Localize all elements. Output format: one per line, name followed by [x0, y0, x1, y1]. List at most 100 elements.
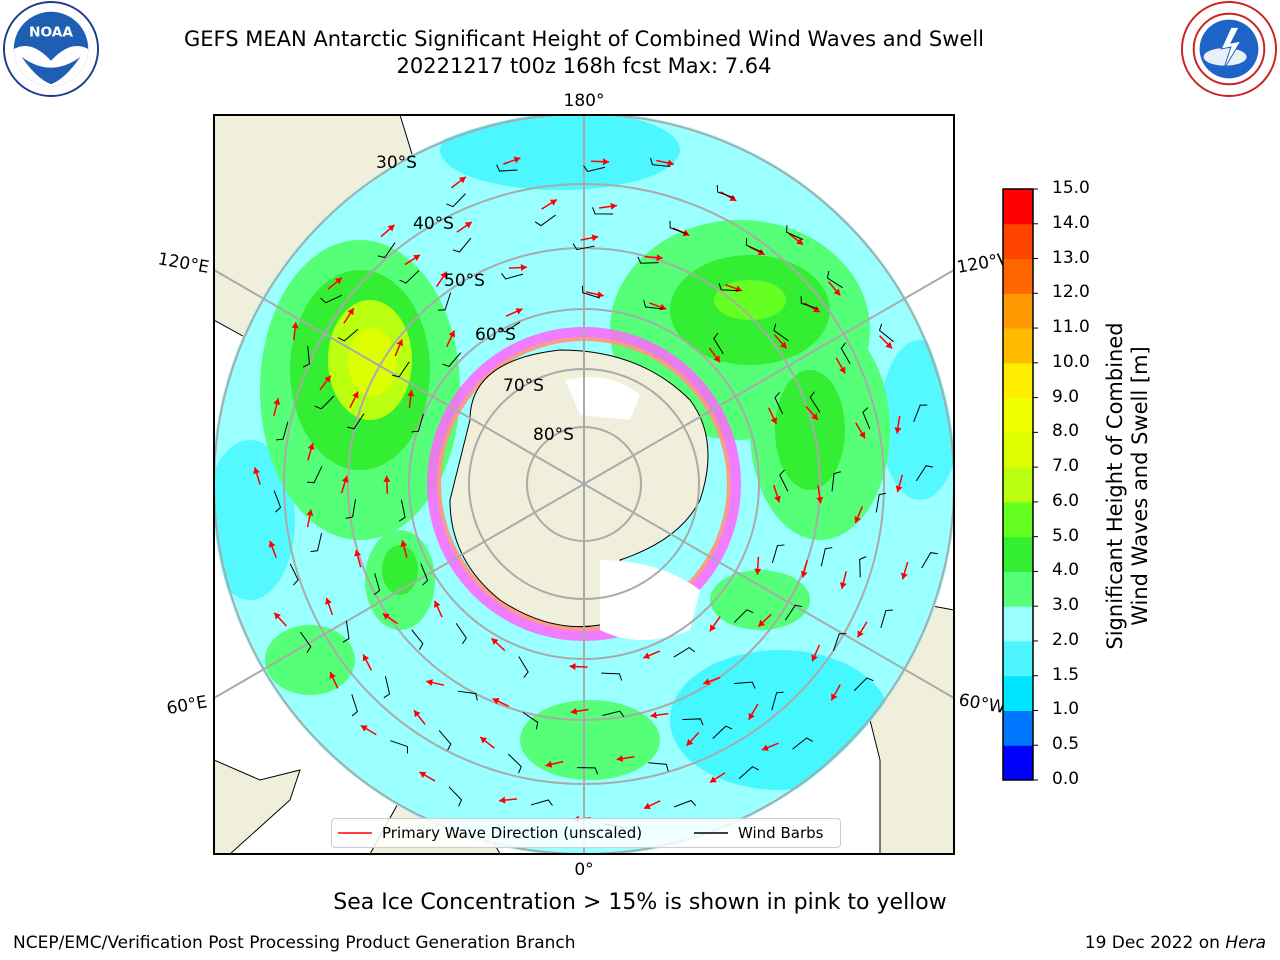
wave-arrow-head	[816, 496, 824, 504]
wind-barb	[345, 499, 357, 519]
wave-arrow-head	[796, 238, 804, 245]
colorbar-tick-label: 14.0	[1052, 212, 1090, 233]
wave-arrow-head	[831, 693, 838, 701]
wave-arrow-head	[602, 158, 610, 166]
wave-arrow-head	[682, 229, 690, 237]
wave-arrow-head	[839, 582, 847, 589]
wind-barb	[673, 647, 696, 658]
wind-barb	[534, 214, 556, 227]
weddell-ice	[600, 560, 700, 640]
wind-barb	[438, 730, 452, 751]
wind-barb	[457, 690, 478, 701]
wind-barb	[809, 391, 821, 413]
colorbar-segment	[1003, 501, 1033, 538]
chart-title: GEFS MEAN Antarctic Significant Height o…	[183, 27, 985, 51]
wind-barb	[913, 404, 928, 423]
wind-barb	[826, 271, 843, 289]
primary-wave-legend-swatch	[338, 832, 372, 834]
wind-barb	[572, 243, 595, 251]
colorbar-tick-label: 1.0	[1052, 699, 1080, 720]
wind-barb	[455, 622, 467, 645]
wave-arrow-head	[800, 570, 808, 578]
wind-barb	[800, 296, 819, 310]
wave-arrow-head	[414, 710, 421, 718]
wave-arrow-head	[329, 672, 336, 680]
wave-arrow-head	[758, 619, 766, 627]
wind-barb	[399, 270, 420, 284]
wind-barbs-legend-label: Wind Barbs	[738, 824, 824, 842]
colorbar-label-line1: Significant Height of Combined	[1103, 322, 1127, 650]
wind-barb	[669, 220, 688, 235]
wave-arrow-head	[480, 737, 488, 744]
wave-arrow-head	[748, 712, 755, 720]
wave-arrow-head	[513, 156, 521, 164]
wave-arrow-head	[667, 159, 674, 167]
wind-barb	[779, 469, 789, 492]
wind-barb	[390, 740, 409, 754]
wave-arrow-head	[656, 254, 663, 262]
wind-barb	[289, 563, 299, 586]
wind-barb	[347, 413, 365, 430]
colorbar-tick-label: 12.0	[1052, 282, 1090, 303]
wave-arrow-head	[426, 679, 433, 686]
colorbar-tick-label: 9.0	[1052, 386, 1080, 407]
colorbar-tick-label: 15.0	[1052, 178, 1090, 198]
wave-arrow-head	[545, 760, 553, 768]
colorbar-segment	[1003, 189, 1033, 225]
wind-barb	[411, 413, 424, 433]
wave-arrow-head	[616, 755, 624, 763]
wave-arrow-head	[713, 355, 721, 363]
wave-arrow-head	[440, 271, 447, 279]
wave-arrow-head	[396, 339, 404, 347]
lon-label-180: 180°	[564, 91, 605, 111]
colorbar-segment	[1003, 606, 1033, 642]
colorbar-segment	[1003, 362, 1033, 399]
wind-barb	[337, 328, 359, 342]
colorbar-tick-label: 0.0	[1052, 769, 1080, 789]
lat-label-60s: 60°S	[475, 325, 516, 345]
wave-arrow-head	[709, 624, 717, 632]
wind-barb	[411, 629, 424, 650]
wave-arrow-head	[492, 698, 500, 705]
wind-barb	[342, 620, 350, 643]
wind-barb	[438, 292, 452, 311]
wind-barb	[314, 395, 335, 410]
wave-arrow-head	[774, 495, 781, 503]
wind-barb	[448, 786, 463, 807]
wind-barb	[878, 323, 894, 343]
wind-barbs	[273, 157, 938, 835]
colorbar-segment	[1003, 745, 1033, 781]
map-legend: Primary Wave Direction (unscaled) Wind B…	[331, 818, 841, 848]
wave-arrow-head	[858, 431, 866, 439]
wind-barb	[734, 681, 756, 689]
wave-arrow-head	[383, 475, 391, 482]
wave-arrow-head	[643, 652, 651, 659]
wave-arrow-head	[400, 540, 408, 547]
colorbar-tick-label: 10.0	[1052, 351, 1090, 372]
wave-arrow-head	[491, 638, 499, 645]
lon-label-120e: 120°E	[156, 249, 210, 278]
wave-arrow-head	[857, 630, 864, 638]
wave-arrow-head	[354, 549, 361, 557]
lat-label-50s: 50°S	[444, 271, 485, 291]
wave-arrow-head	[433, 600, 441, 608]
wind-barb	[507, 753, 522, 774]
wind-barb	[713, 332, 724, 355]
wave-arrow-head	[885, 341, 893, 349]
footer-credit: NCEP/EMC/Verification Post Processing Pr…	[13, 933, 576, 953]
colorbar-tick-label: 5.0	[1052, 525, 1080, 546]
wave-arrow-head	[900, 572, 908, 580]
lat-label-30s: 30°S	[376, 153, 417, 173]
wind-barb	[648, 762, 669, 772]
footer-host: Hera	[1225, 933, 1266, 953]
wave-arrow-head	[360, 725, 368, 732]
wave-arrow-head	[387, 224, 395, 232]
colorbar-segment	[1003, 293, 1033, 329]
wave-arrow-head	[325, 597, 332, 605]
wave-arrow-head	[709, 776, 717, 783]
colorbar-segment	[1003, 571, 1033, 607]
wave-arrow-head	[894, 427, 902, 434]
wave-arrow-head	[307, 443, 315, 450]
wind-barb	[530, 799, 553, 806]
wave-arrow-head	[352, 391, 359, 399]
